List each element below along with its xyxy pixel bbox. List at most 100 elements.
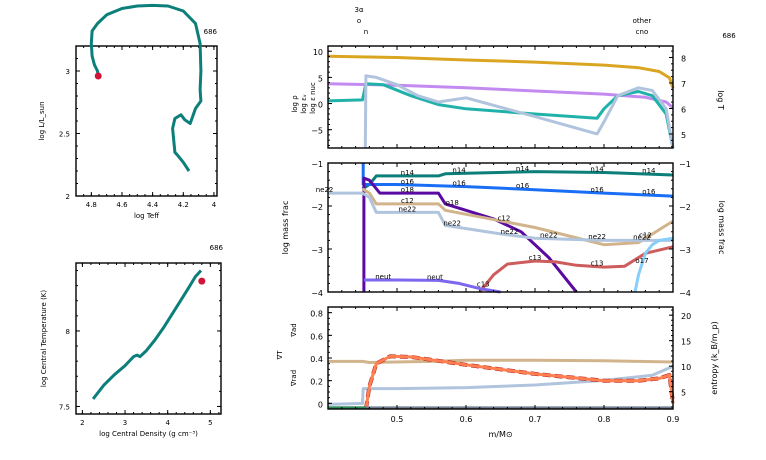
series-label: neut xyxy=(375,273,391,281)
burning-zone-annotation: 3α xyxy=(355,6,364,14)
series-label: n14 xyxy=(401,169,415,177)
series-label: ne22 xyxy=(633,233,651,241)
x-axis-label: m/M⊙ xyxy=(488,430,512,439)
y2-tick-label: 15 xyxy=(681,338,691,347)
series-label: o18 xyxy=(446,199,459,207)
series-line-c12 xyxy=(361,187,674,247)
x-axis-label: log Central Density (g cm⁻³) xyxy=(99,430,198,438)
y2-axis-label: entropy (k_B/m_p) xyxy=(710,321,719,394)
y2-tick-label: 6 xyxy=(681,105,686,114)
y-axis-label: ∇ad xyxy=(290,323,298,337)
y2-tick-label: −4 xyxy=(679,289,691,298)
y-axis-label: log L/L_sun xyxy=(38,101,46,140)
x-axis-label: log Teff xyxy=(134,212,159,220)
burning-zone-annotation: o xyxy=(357,17,361,25)
y-tick-label: −3 xyxy=(311,246,323,255)
x-tick-label: 5 xyxy=(208,419,212,427)
hr-track-line xyxy=(89,3,203,172)
y-tick-label: 2 xyxy=(66,193,70,201)
y2-axis-label: log T xyxy=(716,90,725,110)
series-label: ne22 xyxy=(399,205,417,213)
x-tick-label: 4.2 xyxy=(178,201,189,209)
series-label: o16 xyxy=(516,182,530,190)
series-label: o18 xyxy=(401,186,414,194)
series-label: n14 xyxy=(452,166,466,174)
x-tick-label: 0.8 xyxy=(598,415,611,424)
series-line-ne22 xyxy=(328,191,673,242)
y2-tick-label: −3 xyxy=(679,246,691,255)
y-axis-label: ∇T xyxy=(276,350,284,361)
y-tick-label: 0.2 xyxy=(310,378,323,387)
center-plot-frame xyxy=(75,262,222,415)
y-axis-label: ∇rad xyxy=(290,370,298,387)
series-line-o17 xyxy=(633,236,674,293)
x-tick-label: 2 xyxy=(80,419,84,427)
abundance-plot-frame xyxy=(327,162,674,293)
x-tick-label: 4.4 xyxy=(147,201,159,209)
series-line-log-rho xyxy=(327,82,674,109)
central-density-temperature-plot: 686 2 3 4 5 7.5 8 log Central Density (g cm⁻³) l… xyxy=(40,244,224,438)
gradient-plot-frame xyxy=(327,306,674,410)
x-tick-label: 4.6 xyxy=(116,201,128,209)
burning-zone-annotation: n xyxy=(364,28,368,36)
hr-corner-label: 686 xyxy=(204,28,218,36)
y2-tick-label: 5 xyxy=(681,131,686,140)
y-axis-label: log εᵥ xyxy=(300,94,308,114)
y-tick-label: 0 xyxy=(318,400,323,409)
series-label: ne22 xyxy=(316,186,334,194)
x-tick-label: 0.7 xyxy=(529,415,542,424)
center-track-line xyxy=(91,269,203,400)
x-tick-label: 0.6 xyxy=(460,415,473,424)
profile-top-panel: −5 0 5 10 5 6 7 8 686 log ρ log εᵥ log ε nuc log T 3α… xyxy=(291,6,736,149)
burning-zone-annotation: other xyxy=(633,17,652,25)
series-label: c12 xyxy=(401,197,414,205)
y2-tick-label: 7 xyxy=(681,80,686,89)
y-tick-label: −2 xyxy=(311,203,323,212)
gradient-panel: 0.5 0.6 0.7 0.8 0.9 m/M⊙ 0 0.2 0.4 0.6 0.8 5 10 15 20 ∇… xyxy=(276,306,719,439)
series-line-grad-T xyxy=(363,354,675,410)
center-corner-label: 686 xyxy=(210,244,224,252)
y-tick-label: 0.8 xyxy=(310,310,323,319)
y2-tick-label: 10 xyxy=(681,363,691,372)
y-tick-label: 0.6 xyxy=(310,332,323,341)
series-label: n14 xyxy=(516,165,530,173)
series-line-grad-ad xyxy=(328,358,674,364)
current-model-marker xyxy=(198,277,206,285)
y-tick-label: 7.5 xyxy=(59,403,70,411)
series-label: c13 xyxy=(591,260,604,268)
series-label: ne22 xyxy=(588,233,606,241)
series-label: c13 xyxy=(529,254,542,262)
series-label: c12 xyxy=(639,231,652,239)
y-tick-label: 8 xyxy=(66,328,70,336)
y-tick-label: 3 xyxy=(66,68,70,76)
y-tick-label: −5 xyxy=(311,127,323,136)
y2-axis-label: log mass frac xyxy=(717,201,726,255)
x-tick-label: 4.8 xyxy=(86,201,97,209)
x-tick-label: 4 xyxy=(165,419,170,427)
y2-tick-label: 5 xyxy=(681,389,686,398)
y-tick-label: 5 xyxy=(318,74,323,83)
series-label: o16 xyxy=(590,186,604,194)
hr-diagram: 686 4.8 4.6 4.4 4.2 4 2 2.5 3 log Teff log L/L_sun xyxy=(38,3,218,220)
series-line-log-eps_nuc xyxy=(363,74,675,149)
series-label: o16 xyxy=(401,178,415,186)
series-line-o18 xyxy=(362,176,578,293)
x-tick-label: 4 xyxy=(212,201,217,209)
series-label: ne22 xyxy=(501,228,519,236)
y-tick-label: 2.5 xyxy=(59,131,70,139)
y2-tick-label: −1 xyxy=(679,160,691,169)
series-label: n14 xyxy=(590,165,604,173)
series-label: c13 xyxy=(477,281,490,289)
y-axis-label: log Central Temperature (K) xyxy=(40,290,48,387)
burning-zone-annotation: cno xyxy=(636,28,649,36)
current-model-marker xyxy=(94,72,102,80)
x-tick-label: 0.5 xyxy=(391,415,404,424)
series-label: n14 xyxy=(642,167,656,175)
y-tick-label: −4 xyxy=(311,289,323,298)
series-label: c12 xyxy=(498,215,511,223)
series-label: neut xyxy=(427,273,443,281)
series-line-o16 xyxy=(362,183,674,198)
y2-tick-label: −2 xyxy=(679,203,691,212)
